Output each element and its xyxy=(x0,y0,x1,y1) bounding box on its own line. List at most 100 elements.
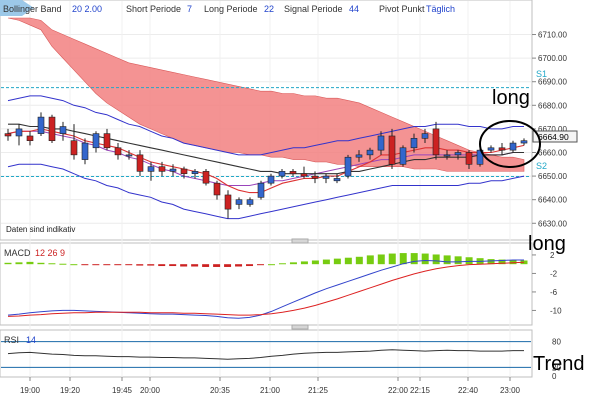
candle xyxy=(509,140,517,153)
axes: 6710.00 6700.00 6690.00 6680.00 6670.00 6660.… xyxy=(20,31,567,395)
time-tick-label: 22:40 xyxy=(458,386,479,395)
candle xyxy=(169,164,177,177)
macd-histogram-bar xyxy=(388,253,396,265)
long-signal-circle xyxy=(479,120,541,168)
macd-histogram-bar xyxy=(136,264,144,266)
signal-line xyxy=(7,261,525,317)
candle xyxy=(322,173,330,184)
annotation-trend-rsi: Trend xyxy=(533,353,585,375)
macd-histogram-bar xyxy=(224,264,232,267)
time-tick-label: 23:00 xyxy=(500,386,521,395)
pivot-value: Täglich xyxy=(426,4,455,14)
rsi-tick-label: 0 xyxy=(552,372,557,381)
macd-histogram-bar xyxy=(399,253,407,265)
macd-histogram-bar xyxy=(125,264,133,266)
candle xyxy=(191,169,199,179)
candle xyxy=(421,128,429,144)
price-tick-label: 6650.00 xyxy=(538,172,567,181)
macd-histogram-bar xyxy=(103,264,111,266)
macd-histogram-bar xyxy=(15,262,23,265)
candle xyxy=(300,166,308,179)
rsi-label: RSI xyxy=(4,335,19,345)
candle xyxy=(465,150,473,170)
candle xyxy=(432,121,440,160)
short-periode-value: 7 xyxy=(187,4,192,14)
candle xyxy=(443,150,451,160)
candle xyxy=(257,180,265,200)
macd-histogram-bar xyxy=(344,257,352,265)
price-tick-label: 6660.00 xyxy=(538,148,567,157)
candle xyxy=(26,131,34,146)
time-tick-label: 21:25 xyxy=(308,386,329,395)
macd-histogram-bar xyxy=(180,264,188,267)
candles xyxy=(4,112,528,219)
candle xyxy=(410,133,418,153)
macd-splitter-handle[interactable] xyxy=(291,238,309,244)
time-tick-label: 22:00 xyxy=(388,386,409,395)
long-periode-label: Long Periode xyxy=(204,4,258,14)
time-tick-label: 19:00 xyxy=(20,386,41,395)
candle xyxy=(454,150,462,160)
candle xyxy=(15,124,23,146)
candle xyxy=(267,173,275,186)
macd-histogram-bar xyxy=(48,263,56,265)
rsi-splitter-handle[interactable] xyxy=(291,324,309,330)
time-tick-label: 19:20 xyxy=(60,386,81,395)
long-periode-value: 22 xyxy=(264,4,274,14)
macd-tick-label: -2 xyxy=(550,269,558,278)
rsi-tick-label: 80 xyxy=(552,338,561,347)
candle xyxy=(520,138,528,146)
candle xyxy=(289,169,297,177)
macd-histogram-bar xyxy=(169,264,177,267)
macd-tick-label: -10 xyxy=(550,306,562,315)
candle xyxy=(70,124,78,160)
candle xyxy=(48,114,56,144)
bollinger-tab[interactable] xyxy=(0,0,34,16)
candle xyxy=(498,143,506,155)
candle xyxy=(487,145,495,153)
candle xyxy=(147,161,155,181)
time-tick-label: 22:15 xyxy=(410,386,431,395)
candle xyxy=(81,138,89,165)
candle xyxy=(158,161,166,177)
candle xyxy=(103,128,111,151)
candle xyxy=(355,150,363,162)
macd-histogram-bar xyxy=(509,260,517,265)
current-price-value: 6664.90 xyxy=(538,132,569,142)
macd-histogram-bar xyxy=(421,253,429,265)
candle xyxy=(235,197,243,210)
pivot-label: Pivot Punkt xyxy=(379,4,425,14)
macd-histogram-bar xyxy=(311,260,319,265)
annotation-long-macd: long xyxy=(528,233,566,255)
macd-histogram-bar xyxy=(213,264,221,267)
macd-histogram-bar xyxy=(465,257,473,265)
time-tick-label: 19:45 xyxy=(112,386,133,395)
candle xyxy=(59,121,67,141)
candle xyxy=(311,171,319,184)
bollinger-params: 20 2.00 xyxy=(72,4,102,14)
candle xyxy=(202,169,210,186)
price-tick-label: 6700.00 xyxy=(538,54,567,63)
macd-params: 12 26 9 xyxy=(35,248,65,258)
macd-histogram-bar xyxy=(498,259,506,265)
pivot-s2-label: S2 xyxy=(536,161,547,171)
disclaimer-text: Daten sind indikativ xyxy=(6,225,75,234)
macd-histogram-bar xyxy=(81,264,89,266)
macd-histogram-bar xyxy=(333,258,341,265)
price-tick-label: 6690.00 xyxy=(538,78,567,87)
candle xyxy=(92,131,100,153)
candle xyxy=(333,173,341,184)
macd-histogram-bar xyxy=(289,262,297,265)
bollinger-lower-line xyxy=(7,163,525,220)
macd-histogram-bar xyxy=(92,264,100,266)
candle xyxy=(4,128,12,141)
rsi-series xyxy=(1,341,531,368)
macd-histogram-bar xyxy=(355,256,363,265)
candle xyxy=(388,128,396,170)
candle xyxy=(136,150,144,177)
short-periode-label: Short Periode xyxy=(126,4,181,14)
rsi-param: 14 xyxy=(26,335,36,345)
current-price-box xyxy=(532,130,578,143)
